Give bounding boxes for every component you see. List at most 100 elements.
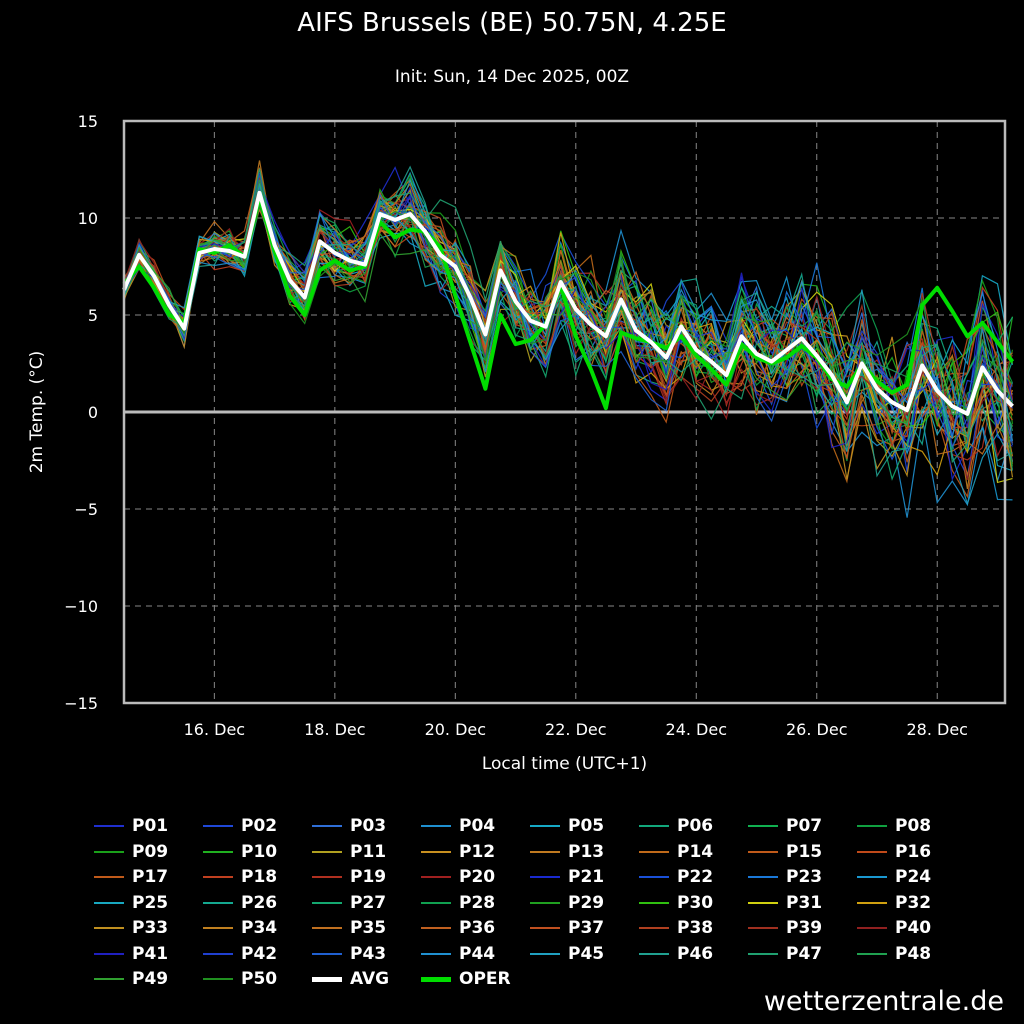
legend-label: P07 (786, 816, 823, 836)
legend-item-p05: P05 (530, 814, 604, 838)
legend-swatch (748, 927, 778, 929)
x-tick-label: 24. Dec (666, 720, 728, 739)
legend-label: P04 (459, 816, 496, 836)
member-line-p33 (123, 188, 1014, 480)
x-tick-label: 22. Dec (545, 720, 607, 739)
legend-label: P44 (459, 943, 496, 964)
legend-label: P32 (895, 892, 932, 913)
legend-label: P37 (568, 918, 605, 938)
legend-item-p09: P09 (94, 840, 168, 864)
legend-swatch (94, 850, 124, 853)
legend-item-p48: P48 (857, 942, 931, 966)
legend-label: P50 (241, 969, 278, 989)
legend-item-p01: P01 (94, 814, 168, 838)
legend-swatch (857, 927, 887, 929)
legend-label: P43 (350, 943, 387, 964)
legend-label: P09 (132, 841, 169, 862)
legend-swatch (639, 952, 669, 955)
legend-item-p11: P11 (312, 840, 386, 864)
legend-swatch (530, 850, 560, 853)
legend-item-p12: P12 (421, 840, 495, 864)
chart-subtitle: Init: Sun, 14 Dec 2025, 00Z (394, 67, 630, 87)
legend-label: P16 (895, 841, 932, 862)
y-tick-label: −5 (74, 500, 98, 519)
legend-swatch (857, 952, 887, 955)
legend-label: P13 (568, 841, 605, 862)
legend-item-p31: P31 (748, 891, 822, 915)
legend-item-p13: P13 (530, 840, 604, 864)
legend-swatch (312, 976, 342, 982)
y-tick-label: 5 (88, 306, 98, 325)
legend-item-p17: P17 (94, 865, 168, 889)
legend-item-p43: P43 (312, 942, 386, 966)
legend-label: P19 (350, 867, 387, 887)
legend-item-p34: P34 (203, 916, 277, 940)
legend-label: P34 (241, 918, 278, 938)
legend-swatch (312, 927, 342, 929)
legend-label: P11 (350, 841, 387, 862)
legend-item-p27: P27 (312, 891, 386, 915)
legend-label: P42 (241, 943, 278, 964)
legend-swatch (421, 901, 451, 904)
legend-swatch (203, 876, 233, 878)
legend-item-p06: P06 (639, 814, 713, 838)
legend-label: P28 (459, 892, 496, 913)
legend-label: P05 (568, 816, 605, 836)
legend-label: P06 (677, 816, 714, 836)
legend-label: P29 (568, 892, 605, 913)
series-line-avg (122, 190, 1014, 416)
legend-swatch (421, 927, 451, 929)
legend-swatch (421, 850, 451, 853)
y-tick-label: 10 (78, 209, 98, 228)
legend-item-p40: P40 (857, 916, 931, 940)
legend-item-p04: P04 (421, 814, 495, 838)
legend-label: P48 (895, 943, 932, 964)
legend-item-p39: P39 (748, 916, 822, 940)
legend-item-p24: P24 (857, 865, 931, 889)
chart-title: AIFS Brussels (BE) 50.75N, 4.25E (297, 8, 727, 38)
legend-label: P46 (677, 943, 714, 964)
legend-item-p18: P18 (203, 865, 277, 889)
y-tick-label: 15 (78, 112, 98, 131)
legend-item-p35: P35 (312, 916, 386, 940)
legend-item-p29: P29 (530, 891, 604, 915)
legend-item-p46: P46 (639, 942, 713, 966)
legend-swatch (748, 901, 778, 904)
legend-label: P17 (132, 867, 169, 887)
member-line-p28 (123, 180, 1014, 452)
member-line-p21 (123, 186, 1013, 482)
legend-swatch (857, 825, 887, 827)
legend-item-p23: P23 (748, 865, 822, 889)
legend-swatch (94, 927, 124, 929)
legend-swatch (421, 952, 451, 955)
legend-item-p37: P37 (530, 916, 604, 940)
legend-swatch (530, 927, 560, 929)
member-line-p40 (123, 190, 1014, 480)
legend-label: P18 (241, 867, 278, 887)
legend-item-p19: P19 (312, 865, 386, 889)
legend-item-p16: P16 (857, 840, 931, 864)
legend-label: P01 (132, 816, 169, 836)
legend-item-p20: P20 (421, 865, 495, 889)
legend-swatch (639, 901, 669, 904)
legend-label: P30 (677, 892, 714, 913)
legend-item-p03: P03 (312, 814, 386, 838)
legend-swatch (312, 825, 342, 827)
legend-item-p21: P21 (530, 865, 604, 889)
legend-item-p14: P14 (639, 840, 713, 864)
legend-swatch (203, 978, 233, 980)
legend-item-p30: P30 (639, 891, 713, 915)
legend-label: P35 (350, 918, 387, 938)
y-axis-label: 2m Temp. (°C) (27, 351, 47, 474)
legend-swatch (857, 901, 887, 904)
legend-label: AVG (350, 969, 390, 989)
legend-label: P22 (677, 867, 714, 887)
legend-label: P14 (677, 841, 714, 862)
legend-item-p42: P42 (203, 942, 277, 966)
legend-swatch (421, 825, 451, 827)
member-line-p43 (123, 185, 1014, 449)
legend-swatch (748, 876, 778, 878)
legend-swatch (203, 825, 233, 827)
x-tick-label: 18. Dec (304, 720, 366, 739)
legend-item-p02: P02 (203, 814, 277, 838)
